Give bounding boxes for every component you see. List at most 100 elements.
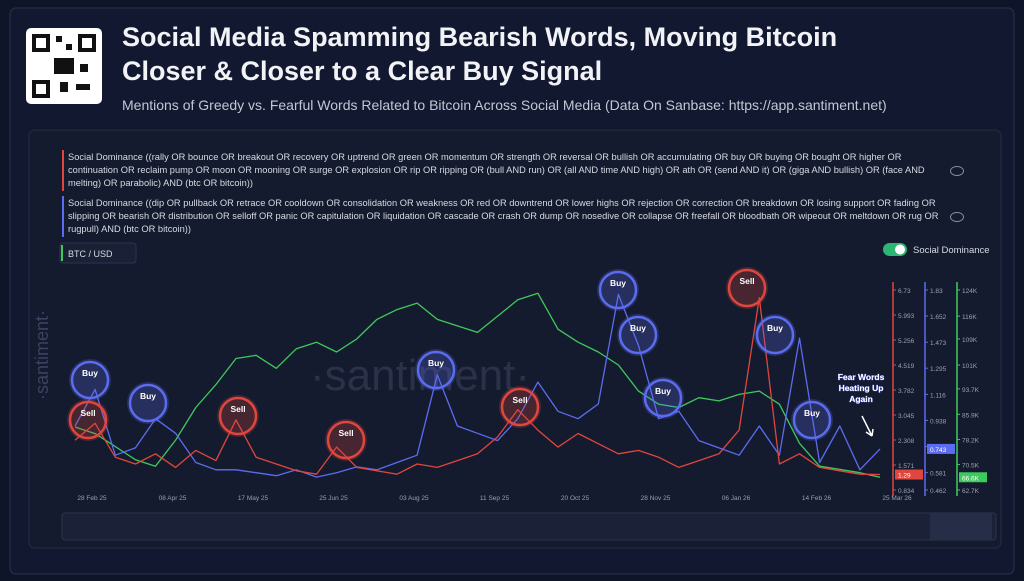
value-label: 1.29 <box>898 473 911 480</box>
annotation-bubble <box>618 315 658 355</box>
panel <box>28 129 1002 549</box>
x-tick-label: 17 May 25 <box>238 495 269 502</box>
y-tick-label: 1.473 <box>930 340 947 347</box>
annotation-bubble <box>416 350 456 390</box>
annotation-bubble <box>598 270 638 310</box>
title-line-1: Social Media Spamming Bearish Words, Mov… <box>122 22 837 52</box>
y-tick-label: 0.581 <box>930 471 947 478</box>
y-tick-label: 1.83 <box>930 288 943 295</box>
annotation-bubble <box>326 420 366 460</box>
legend-entry: Social Dominance ((rally OR bounce OR br… <box>62 148 970 193</box>
legend-text: Social Dominance ((rally OR bounce OR br… <box>68 152 925 188</box>
legend-entry: BTC / USD <box>68 249 113 259</box>
annotation-halo <box>597 269 639 311</box>
y-tick-label: 0.938 <box>930 418 947 425</box>
annotation-bubble <box>727 268 767 308</box>
annotation-bubble <box>68 400 108 440</box>
y-tick-label: 5.256 <box>898 338 915 345</box>
x-tick-label: 14 Feb 26 <box>802 495 832 502</box>
series-line <box>74 293 881 478</box>
annotation-text: Buy <box>82 368 98 378</box>
legend-swatch <box>61 245 63 261</box>
value-label-box <box>927 443 955 454</box>
y-tick-label: 116K <box>962 314 977 321</box>
y-tick-label: 124K <box>962 288 978 295</box>
y-tick-label: 0.462 <box>930 488 947 495</box>
annotation-bubble <box>70 360 110 400</box>
annotation-text: Buy <box>804 408 820 418</box>
value-label-box <box>959 472 987 483</box>
x-tick-label: 11 Sep 25 <box>480 495 510 502</box>
annotation-halo <box>754 314 796 356</box>
y-tick-label: 5.993 <box>898 313 915 320</box>
annotation-halo <box>217 395 259 437</box>
legend-entry: Social Dominance ((dip OR pullback OR re… <box>62 194 970 239</box>
annotation-text: Sell <box>80 408 95 418</box>
x-tick-label: 28 Nov 25 <box>641 495 671 502</box>
minimap[interactable] <box>61 512 997 541</box>
annotation-note-line: Again <box>849 394 873 404</box>
annotation-halo <box>325 419 367 461</box>
y-tick-label: 1.295 <box>930 366 947 373</box>
annotation-bubble <box>755 315 795 355</box>
toggle[interactable] <box>883 243 907 256</box>
annotation-halo <box>642 377 684 419</box>
annotation-bubble <box>500 387 540 427</box>
visibility-icon[interactable] <box>950 165 964 176</box>
value-label: 66.6K <box>962 475 980 482</box>
annotation-halo <box>67 399 109 441</box>
annotation-text: Buy <box>630 323 646 333</box>
y-tick-label: 101K <box>962 363 978 370</box>
y-tick-label: 3.782 <box>898 388 915 395</box>
toggle-label: Social Dominance <box>913 245 990 256</box>
annotation-text: Sell <box>338 428 353 438</box>
annotation-text: Buy <box>428 358 444 368</box>
legend-text: Social Dominance ((dip OR pullback OR re… <box>68 198 939 234</box>
annotation-text: Buy <box>610 278 626 288</box>
y-tick-label: 2.308 <box>898 438 915 445</box>
annotation-arrow <box>861 415 874 437</box>
annotation-note: Fear Words Heating Up Again <box>838 372 885 404</box>
annotation-text: Sell <box>512 395 527 405</box>
annotation-bubble <box>643 378 683 418</box>
annotation-bubble <box>218 396 258 436</box>
legend-swatch <box>62 196 64 237</box>
series-line <box>74 292 881 478</box>
series-line <box>74 297 881 476</box>
x-tick-label: 06 Jan 26 <box>722 495 751 502</box>
y-tick-label: 109K <box>962 337 978 344</box>
annotation-bubble <box>792 400 832 440</box>
y-tick-label: 6.73 <box>898 288 911 295</box>
legend-swatch <box>62 150 64 191</box>
value-label: 0.743 <box>930 447 947 454</box>
legend-chip <box>59 242 137 264</box>
visibility-icon[interactable] <box>950 211 964 222</box>
x-tick-label: 25 Jun 25 <box>319 495 348 502</box>
annotation-halo <box>127 382 169 424</box>
y-tick-label: 93.7K <box>962 387 980 394</box>
side-watermark: ·santiment· <box>32 310 52 400</box>
annotation-text: Buy <box>140 391 156 401</box>
y-tick-label: 1.571 <box>898 463 915 470</box>
y-tick-label: 1.652 <box>930 314 947 321</box>
y-tick-label: 0.834 <box>898 488 915 495</box>
x-tick-label: 28 Feb 25 <box>77 495 107 502</box>
y-tick-label: 62.7K <box>962 488 980 495</box>
y-tick-label: 85.9K <box>962 412 980 419</box>
annotation-text: Buy <box>655 386 671 396</box>
annotation-text: Sell <box>230 404 245 414</box>
y-tick-label: 3.045 <box>898 413 915 420</box>
annotation-halo <box>499 386 541 428</box>
y-tick-label: 1.116 <box>930 392 946 399</box>
annotation-bubble <box>128 383 168 423</box>
x-tick-label: 08 Apr 25 <box>159 495 187 502</box>
y-tick-label: 4.519 <box>898 363 915 370</box>
minimap-window[interactable] <box>930 513 992 540</box>
y-tick-label: 70.5K <box>962 463 980 470</box>
annotation-text: Buy <box>767 323 783 333</box>
title-line-2: Closer & Closer to a Clear Buy Signal <box>122 56 602 86</box>
qr-code <box>26 28 102 104</box>
annotation-note-line: Fear Words <box>838 372 885 382</box>
